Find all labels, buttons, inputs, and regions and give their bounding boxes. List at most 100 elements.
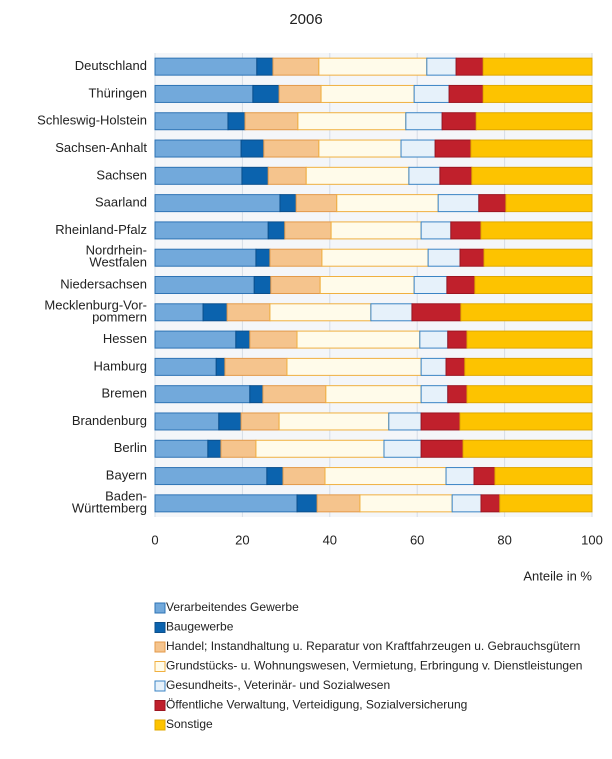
y-tick-label: Sachsen xyxy=(96,167,147,182)
bar-segment xyxy=(336,194,439,213)
bar-segment xyxy=(427,248,461,267)
bar-segment xyxy=(220,439,257,458)
legend-swatch xyxy=(154,661,166,672)
legend-swatch xyxy=(154,622,166,633)
bar-segment xyxy=(235,330,251,349)
bar-segment xyxy=(330,221,422,240)
bar-segment xyxy=(448,84,484,103)
bar-segment xyxy=(494,467,593,486)
x-axis-label: Anteile in % xyxy=(523,568,592,583)
bar-segment xyxy=(267,166,307,185)
bar-segment xyxy=(420,385,449,404)
bar-segment xyxy=(154,248,257,267)
y-tick-label: Niedersachsen xyxy=(60,276,147,291)
bar-segment xyxy=(154,221,269,240)
bar-segment xyxy=(420,439,464,458)
bar-segment xyxy=(316,494,361,513)
bar-segment xyxy=(272,57,320,76)
bar-segment xyxy=(447,330,468,349)
bar-segment xyxy=(154,194,281,213)
y-tick-label: Hamburg xyxy=(94,358,147,373)
bar-segment xyxy=(408,166,441,185)
bar-segment xyxy=(241,166,269,185)
bar-segment xyxy=(154,84,254,103)
bar-segment xyxy=(154,412,220,431)
bar-segment xyxy=(420,221,452,240)
bar-segment xyxy=(411,303,462,322)
bar-segment xyxy=(325,385,422,404)
bar-segment xyxy=(455,57,484,76)
legend-label: Handel; Instandhaltung u. Reparatur von … xyxy=(166,639,580,653)
bar-segment xyxy=(249,385,264,404)
legend-swatch xyxy=(154,641,166,653)
bar-segment xyxy=(318,57,428,76)
bar-segment xyxy=(224,357,288,376)
bar-segment xyxy=(154,357,217,376)
y-tick-label: Nordrhein-Westfalen xyxy=(86,243,147,270)
bar-segment xyxy=(359,494,453,513)
bar-segment xyxy=(154,139,242,158)
bar-segment xyxy=(249,330,298,349)
bar-segment xyxy=(202,303,228,322)
bar-segment xyxy=(460,303,593,322)
bar-segment xyxy=(207,439,222,458)
legend-label: Verarbeitendes Gewerbe xyxy=(166,600,299,614)
bar-segment xyxy=(252,84,280,103)
bar-segment xyxy=(154,57,258,76)
bar-segment xyxy=(215,357,226,376)
bar-segment xyxy=(154,385,251,404)
bar-segment xyxy=(154,112,229,131)
bar-segment xyxy=(426,57,457,76)
legend-label: Öffentliche Verwaltung, Verteidigung, So… xyxy=(166,698,467,712)
bar-segment xyxy=(464,357,593,376)
bar-segment xyxy=(324,467,447,486)
legend-label: Baugewerbe xyxy=(166,620,234,634)
x-tick-label: 80 xyxy=(497,532,511,547)
bar-segment xyxy=(445,357,466,376)
bar-segment xyxy=(475,112,593,131)
legend-label: Grundstücks- u. Wohnungswesen, Vermietun… xyxy=(166,659,582,673)
bar-segment xyxy=(284,221,332,240)
legend-swatch xyxy=(154,602,166,614)
legend-label: Gesundheits-, Veterinär- und Sozialwesen xyxy=(166,678,390,692)
bar-segment xyxy=(405,112,443,131)
bar-segment xyxy=(244,112,299,131)
bar-segment xyxy=(278,84,322,103)
legend-swatch xyxy=(154,700,166,711)
bar-segment xyxy=(446,276,476,294)
bar-segment xyxy=(255,439,385,458)
bar-segment xyxy=(466,330,593,349)
bar-segment xyxy=(483,248,593,267)
y-tick-label: Mecklenburg-Vor-pommern xyxy=(44,298,147,325)
bar-segment xyxy=(296,494,318,513)
bar-segment xyxy=(320,84,415,103)
x-tick-label: 0 xyxy=(151,532,158,547)
y-tick-label: Berlin xyxy=(114,440,147,455)
legend-swatch xyxy=(154,719,166,731)
bar-segment xyxy=(240,139,265,158)
bar-segment xyxy=(269,303,372,322)
bar-segment xyxy=(420,412,461,431)
chart-title: 2006 xyxy=(289,11,322,28)
y-tick-label: Baden-Württemberg xyxy=(72,489,147,516)
bar-segment xyxy=(286,357,422,376)
bar-segment xyxy=(295,194,338,213)
bar-segment xyxy=(505,194,593,213)
legend-label: Sonstige xyxy=(166,717,213,731)
bar-segment xyxy=(253,276,272,294)
bar-segment xyxy=(297,112,407,131)
y-tick-label: Bayern xyxy=(106,467,147,482)
y-tick-label: Brandenburg xyxy=(72,413,147,428)
y-tick-label: Rheinland-Pfalz xyxy=(55,222,147,237)
bar-segment xyxy=(279,194,297,213)
bar-segment xyxy=(318,139,402,158)
bar-segment xyxy=(256,57,274,76)
bar-segment xyxy=(437,194,480,213)
bar-segment xyxy=(278,412,390,431)
bar-segment xyxy=(434,139,472,158)
bar-segment xyxy=(227,112,246,131)
bar-segment xyxy=(413,276,448,294)
bar-segment xyxy=(459,248,485,267)
bar-segment xyxy=(240,412,280,431)
